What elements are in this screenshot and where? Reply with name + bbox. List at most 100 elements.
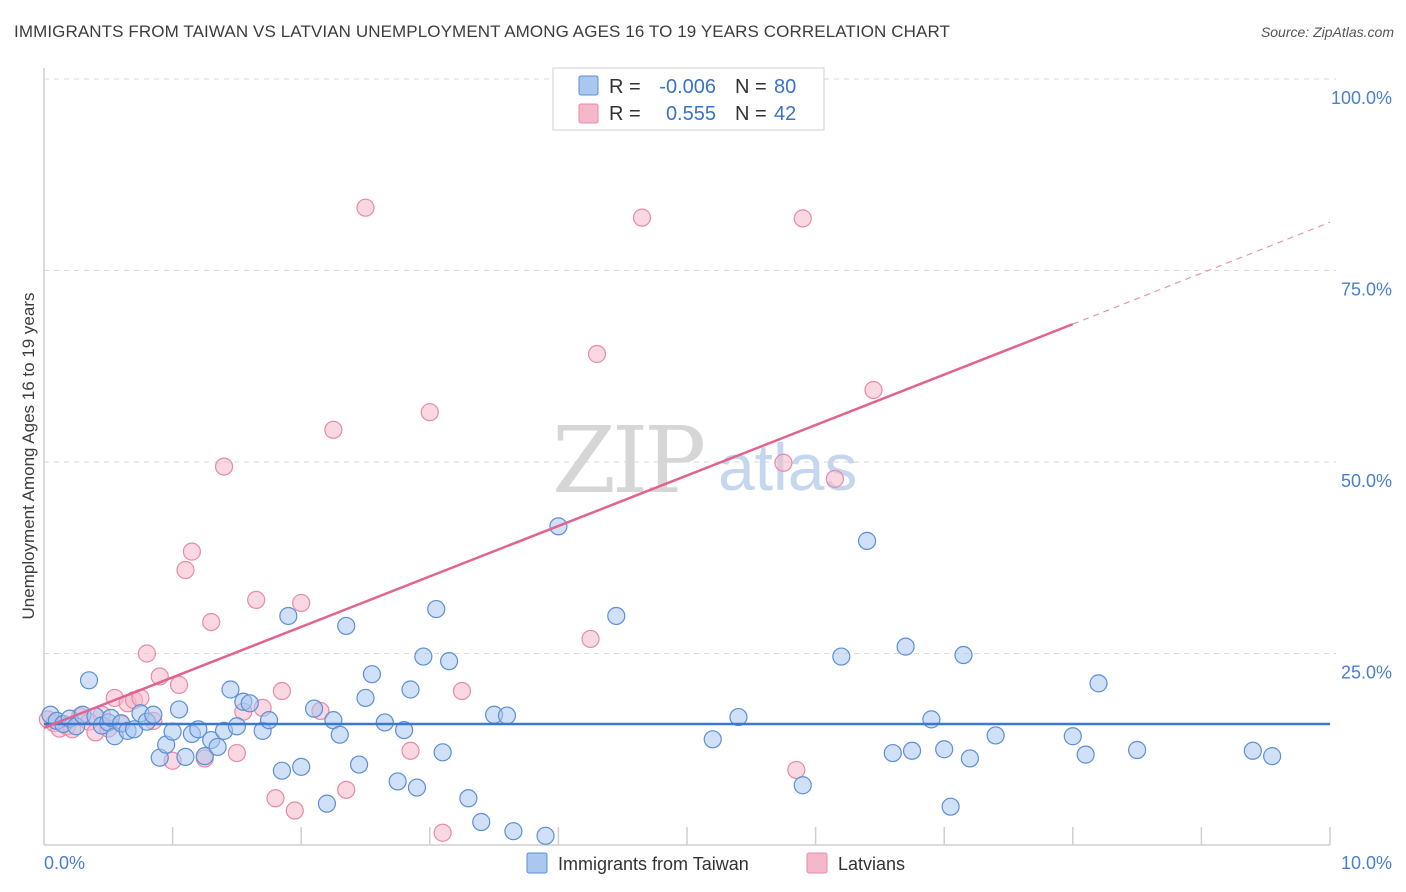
latvians-point-35: [337, 780, 356, 799]
latvians-point-42: [587, 344, 607, 364]
taiwan-point-45: [362, 665, 382, 684]
latvians-point-39: [433, 823, 452, 842]
taiwan-point-34: [259, 711, 279, 730]
x-tick-labels: 0.0% 10.0%: [44, 853, 1392, 873]
taiwan-points: [41, 517, 1282, 845]
taiwan-point-25: [195, 747, 214, 766]
taiwan-point-68: [883, 743, 902, 763]
taiwan-point-41: [330, 725, 349, 744]
taiwan-point-46: [375, 713, 394, 732]
taiwan-point-76: [986, 726, 1005, 745]
latvians-trend-line-extension: [1072, 221, 1331, 325]
y-tick-label-1: 50.0%: [1341, 471, 1392, 491]
trend-lines: [43, 221, 1331, 729]
taiwan-point-53: [433, 743, 452, 762]
taiwan-point-69: [896, 637, 915, 656]
taiwan-point-50: [407, 778, 427, 797]
latvians-point-34: [324, 420, 343, 439]
x-tick-label-min: 0.0%: [44, 853, 85, 873]
taiwan-point-47: [388, 772, 407, 791]
taiwan-point-30: [227, 717, 246, 736]
taiwan-point-56: [472, 812, 491, 832]
latvians-point-36: [356, 198, 375, 217]
taiwan-point-79: [1089, 674, 1108, 693]
taiwan-point-65: [793, 776, 812, 795]
bottom-legend-swatch-pink: [806, 852, 828, 874]
taiwan-point-32: [240, 694, 259, 713]
taiwan-point-22: [176, 747, 195, 767]
latvians-point-21: [182, 542, 201, 561]
taiwan-point-78: [1076, 745, 1095, 764]
taiwan-point-49: [401, 680, 420, 699]
taiwan-point-72: [935, 740, 954, 759]
latvians-point-45: [787, 760, 806, 780]
latvians-point-44: [774, 453, 793, 472]
taiwan-point-58: [497, 706, 517, 725]
taiwan-point-44: [356, 688, 375, 708]
latvians-point-48: [864, 380, 883, 400]
taiwan-point-43: [349, 755, 369, 774]
taiwan-point-38: [304, 699, 324, 718]
taiwan-point-63: [703, 730, 722, 749]
taiwan-point-48: [394, 720, 414, 740]
taiwan-point-52: [427, 599, 446, 619]
gridlines: [44, 78, 1336, 845]
legend-swatch-pink: [578, 103, 599, 124]
taiwan-point-67: [857, 531, 877, 550]
taiwan-point-51: [414, 647, 433, 666]
latvians-point-27: [247, 590, 266, 609]
taiwan-point-55: [459, 789, 478, 808]
latvians-point-29: [266, 789, 285, 808]
taiwan-point-29: [221, 680, 240, 699]
x-tick-label-max: 10.0%: [1341, 853, 1392, 873]
taiwan-point-54: [439, 652, 459, 671]
taiwan-point-21: [169, 700, 189, 719]
legend-r-value-blue: -0.006: [659, 76, 716, 98]
y-axis-label: Unemployment Among Ages 16 to 19 years: [19, 293, 38, 620]
taiwan-point-80: [1127, 740, 1147, 760]
bottom-legend-swatch-blue: [526, 852, 548, 874]
taiwan-point-37: [292, 757, 311, 776]
taiwan-point-62: [607, 606, 626, 626]
watermark-zip: ZIP: [552, 407, 703, 514]
taiwan-point-17: [144, 705, 163, 724]
latvians-point-31: [285, 801, 304, 820]
latvians-point-30: [272, 681, 292, 701]
taiwan-point-70: [902, 741, 922, 760]
taiwan-point-77: [1063, 727, 1082, 746]
bottom-legend-label-taiwan: Immigrants from Taiwan: [558, 854, 749, 874]
latvians-point-41: [581, 629, 600, 649]
taiwan-point-42: [337, 616, 356, 636]
legend-n-label-blue: N =: [735, 76, 767, 98]
y-tick-label-0: 25.0%: [1341, 663, 1392, 683]
taiwan-point-71: [922, 710, 941, 729]
legend: R = -0.006 N = 80 R = 0.555 N = 42: [552, 67, 825, 131]
legend-r-value-pink: 0.555: [666, 103, 716, 125]
latvians-trend-line: [43, 322, 1074, 729]
taiwan-point-66: [832, 647, 851, 666]
latvians-point-23: [202, 612, 221, 632]
taiwan-point-36: [279, 606, 298, 626]
taiwan-point-6: [79, 671, 99, 690]
latvians-point-19: [169, 675, 189, 695]
latvians-point-25: [227, 743, 246, 763]
taiwan-point-20: [163, 722, 182, 741]
legend-swatch-blue: [578, 75, 599, 96]
latvians-point-43: [632, 208, 652, 227]
legend-n-value-blue: 80: [774, 76, 796, 98]
latvians-point-38: [420, 403, 439, 422]
taiwan-point-81: [1243, 741, 1262, 760]
latvians-point-24: [214, 457, 234, 476]
taiwan-point-27: [208, 737, 227, 757]
watermark: ZIP atlas: [552, 407, 857, 514]
taiwan-point-64: [729, 707, 748, 727]
taiwan-point-74: [954, 645, 973, 665]
taiwan-point-73: [941, 797, 960, 816]
legend-n-value-pink: 42: [774, 103, 796, 125]
latvians-point-32: [292, 593, 311, 613]
latvians-point-37: [401, 741, 420, 760]
taiwan-point-59: [504, 822, 523, 841]
bottom-legend-label-latvians: Latvians: [838, 854, 905, 874]
taiwan-point-82: [1263, 747, 1282, 766]
